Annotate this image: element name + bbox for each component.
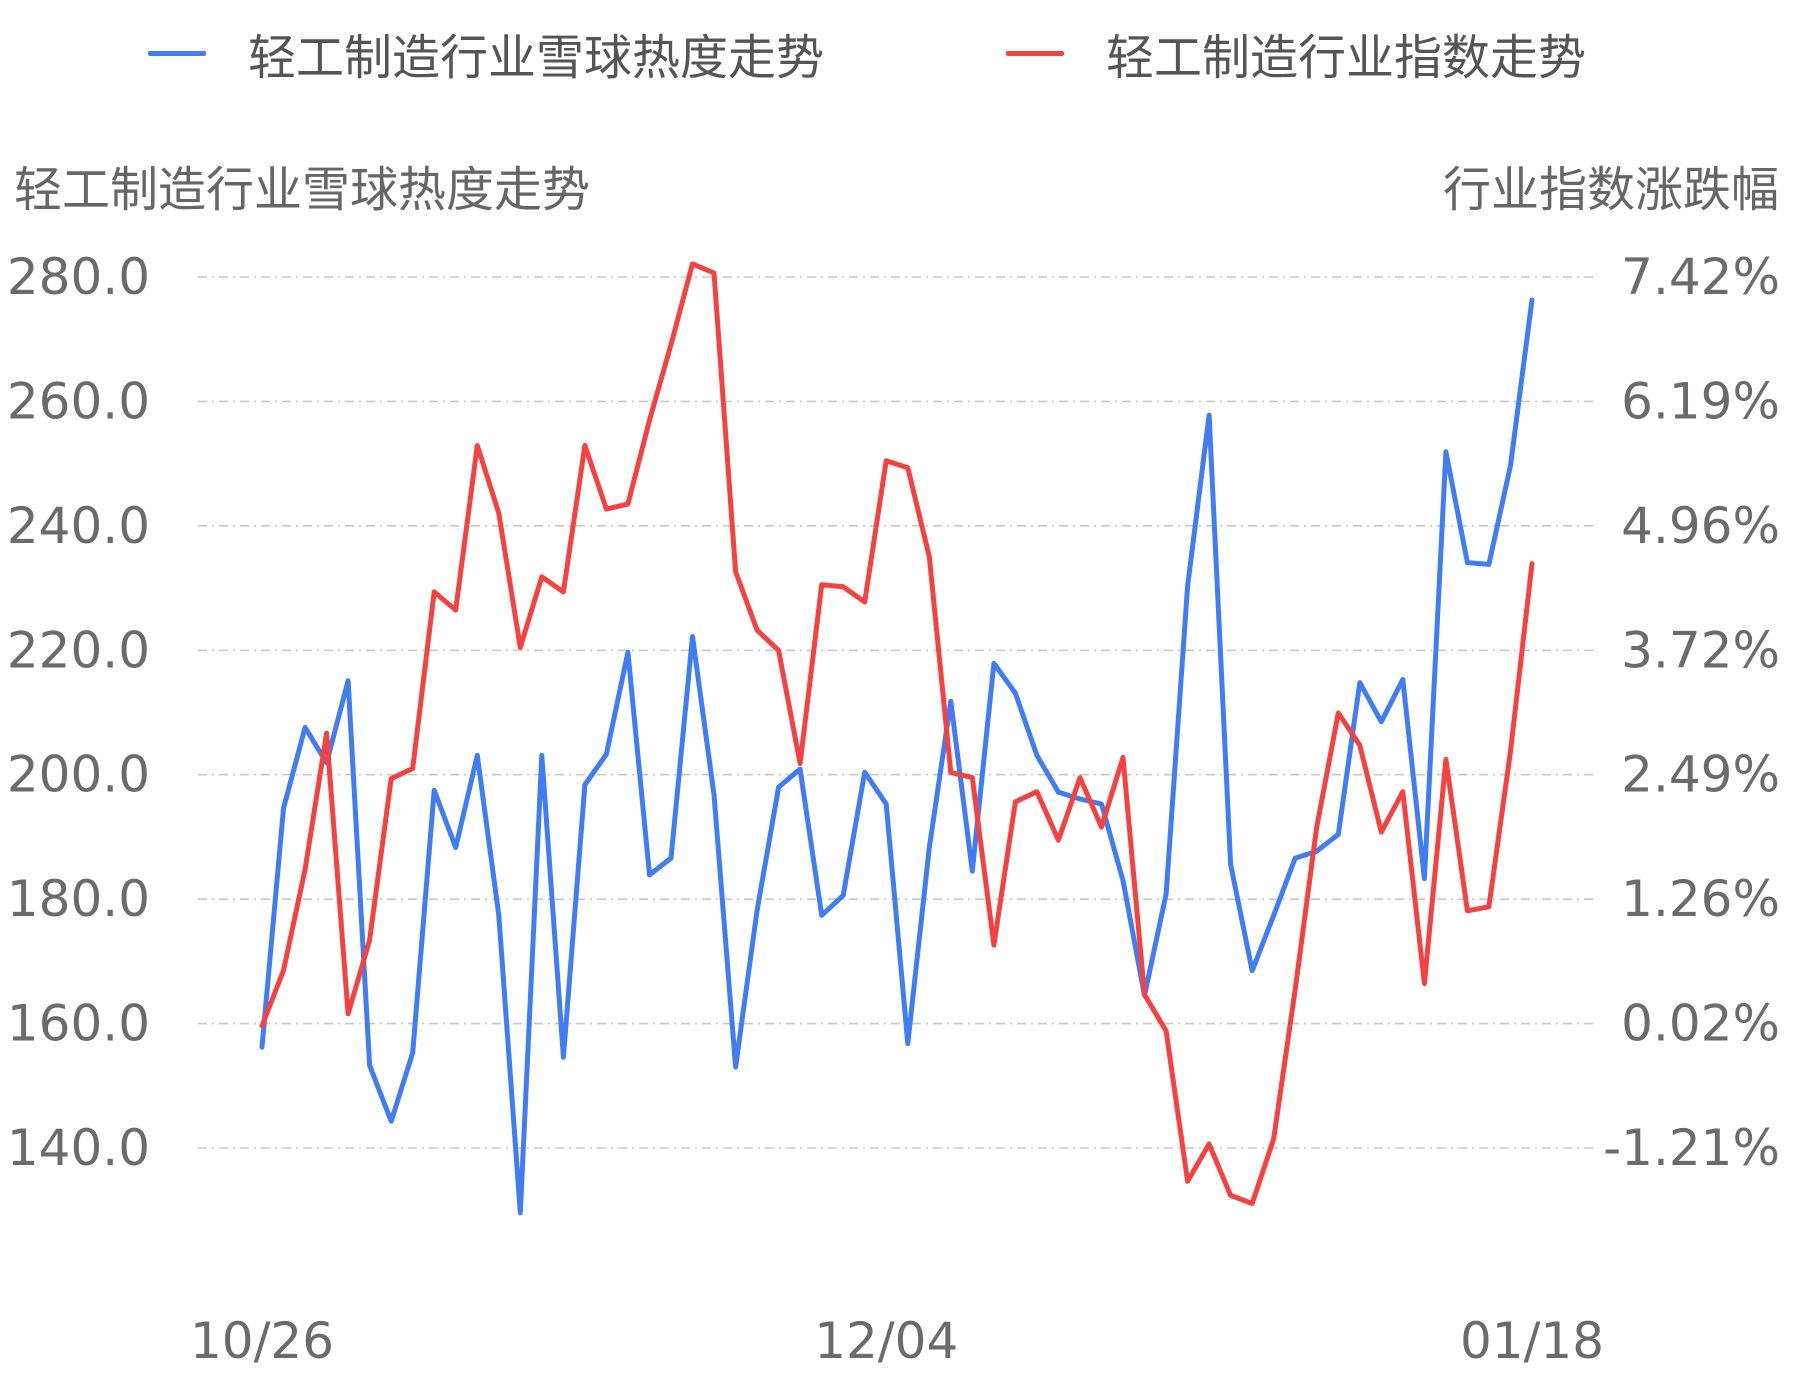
right-tick-label: -1.21% bbox=[1603, 1119, 1780, 1177]
legend-item-heat[interactable]: 轻工制造行业雪球热度走势 bbox=[148, 18, 824, 88]
legend-item-index[interactable]: 轻工制造行业指数走势 bbox=[1006, 18, 1586, 88]
legend-label-heat: 轻工制造行业雪球热度走势 bbox=[248, 30, 825, 86]
index-series-line bbox=[259, 261, 1535, 1206]
legend-swatch-heat bbox=[148, 50, 206, 56]
left-tick-label: 240.0 bbox=[7, 497, 150, 555]
left-tick-label: 160.0 bbox=[7, 995, 150, 1053]
heat-series-line bbox=[259, 297, 1535, 1216]
left-axis-title: 轻工制造行业雪球热度走势 bbox=[14, 162, 591, 218]
x-tick-label: 12/04 bbox=[814, 1312, 958, 1370]
left-tick-label: 180.0 bbox=[7, 870, 150, 928]
left-tick-label: 200.0 bbox=[7, 746, 150, 804]
left-tick-label: 280.0 bbox=[7, 248, 150, 306]
right-tick-label: 7.42% bbox=[1621, 248, 1780, 306]
right-tick-label: 4.96% bbox=[1621, 497, 1780, 555]
x-tick-label: 10/26 bbox=[190, 1312, 334, 1370]
x-axis-ticks: 10/26 12/04 01/18 bbox=[190, 1312, 1604, 1370]
right-tick-label: 1.26% bbox=[1621, 870, 1780, 928]
left-tick-label: 220.0 bbox=[7, 621, 150, 679]
legend: 轻工制造行业雪球热度走势 轻工制造行业指数走势 bbox=[0, 18, 1793, 88]
grid-lines bbox=[198, 276, 1598, 1149]
right-tick-label: 6.19% bbox=[1621, 372, 1780, 430]
left-tick-label: 140.0 bbox=[7, 1119, 150, 1177]
left-axis-ticks: 280.0 260.0 240.0 220.0 200.0 180.0 160.0 140.0 bbox=[7, 248, 150, 1177]
right-tick-label: 0.02% bbox=[1621, 995, 1780, 1053]
right-tick-label: 2.49% bbox=[1621, 746, 1780, 804]
legend-label-index: 轻工制造行业指数走势 bbox=[1106, 30, 1587, 86]
legend-swatch-index bbox=[1006, 50, 1064, 56]
series-lines bbox=[259, 261, 1535, 1216]
left-tick-label: 260.0 bbox=[7, 372, 150, 430]
right-axis-title: 行业指数涨跌幅 bbox=[1442, 162, 1779, 218]
right-tick-label: 3.72% bbox=[1621, 621, 1780, 679]
x-tick-label: 01/18 bbox=[1460, 1312, 1604, 1370]
right-axis-ticks: 7.42% 6.19% 4.96% 3.72% 2.49% 1.26% 0.02% -1.21… bbox=[1603, 248, 1780, 1177]
